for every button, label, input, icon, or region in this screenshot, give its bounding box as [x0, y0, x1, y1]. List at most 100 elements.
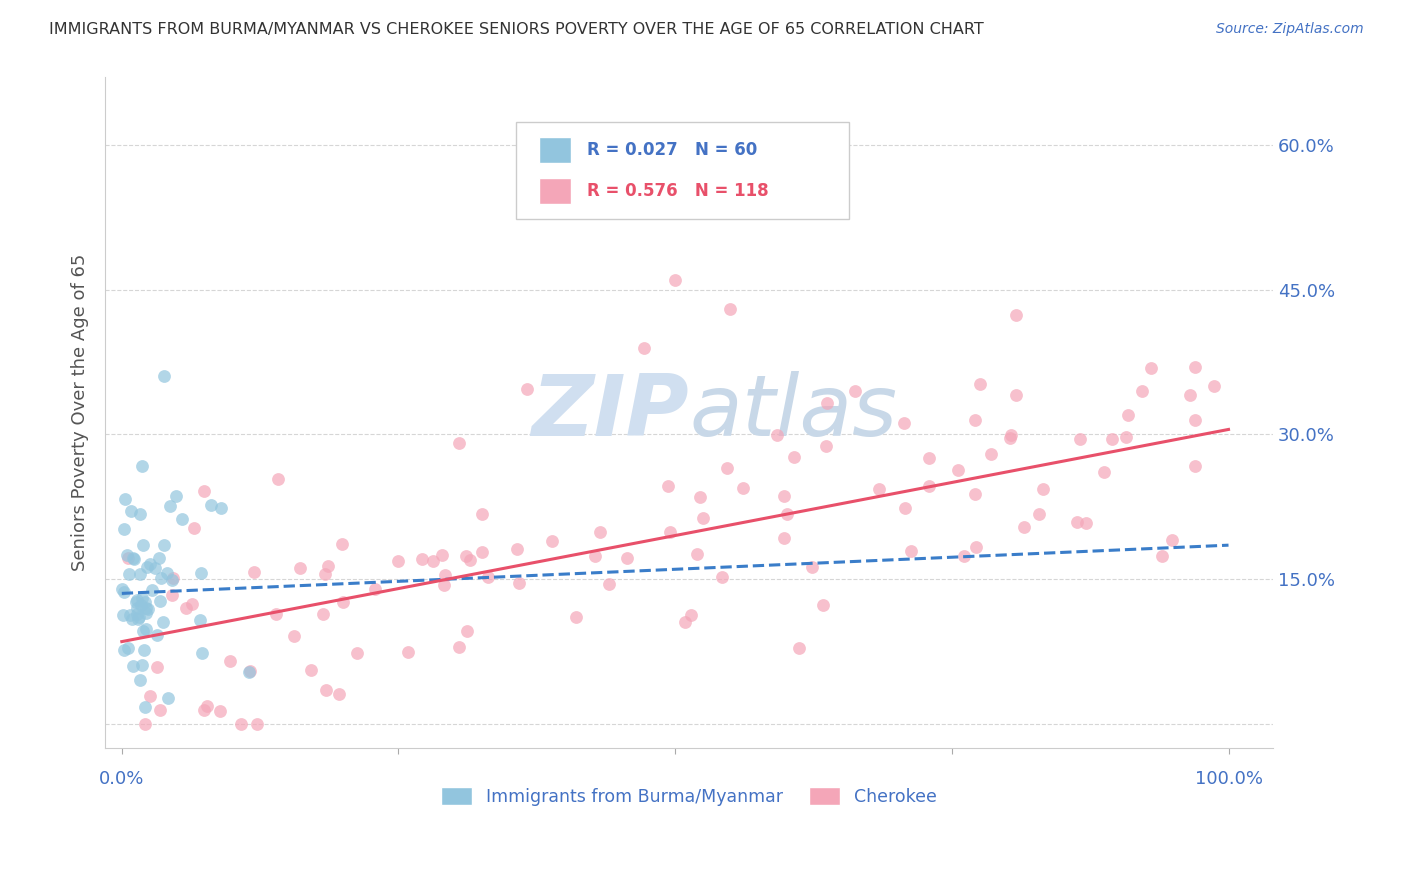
Point — [1115, 430, 1137, 444]
Point — [844, 384, 866, 398]
Point — [238, 665, 260, 680]
Point — [815, 439, 838, 453]
Point — [135, 600, 157, 615]
Point — [364, 582, 387, 596]
Point — [965, 412, 987, 426]
Point — [772, 489, 794, 503]
Point — [290, 560, 312, 574]
Point — [193, 484, 215, 499]
Point — [1184, 458, 1206, 473]
Point — [314, 567, 336, 582]
Point — [434, 568, 457, 582]
Point — [447, 436, 470, 450]
Point — [471, 507, 494, 521]
Point — [141, 582, 163, 597]
Point — [149, 703, 172, 717]
Point — [1014, 520, 1036, 534]
Point — [458, 552, 481, 566]
Point — [121, 612, 143, 626]
Point — [121, 551, 143, 566]
Point — [657, 479, 679, 493]
Point — [731, 481, 754, 495]
Text: ZIP: ZIP — [531, 371, 689, 454]
Point — [118, 566, 141, 581]
Point — [952, 549, 974, 564]
Point — [153, 369, 176, 384]
Point — [312, 607, 335, 622]
Point — [122, 659, 145, 673]
Point — [1076, 516, 1098, 531]
Point — [134, 643, 156, 657]
Point — [156, 566, 179, 581]
Point — [174, 601, 197, 615]
Point — [124, 551, 146, 566]
Point — [112, 642, 135, 657]
Point — [1000, 427, 1022, 442]
Point — [134, 716, 156, 731]
Text: R = 0.576   N = 118: R = 0.576 N = 118 — [586, 182, 769, 200]
Point — [773, 531, 796, 545]
Point — [692, 511, 714, 525]
Point — [181, 597, 204, 611]
Point — [139, 558, 162, 572]
Point — [422, 554, 444, 568]
Point — [153, 538, 176, 552]
Point — [1184, 359, 1206, 374]
Point — [664, 273, 686, 287]
Point — [315, 682, 337, 697]
Point — [711, 570, 734, 584]
Point — [156, 690, 179, 705]
Point — [131, 591, 153, 605]
Legend: Immigrants from Burma/Myanmar, Cherokee: Immigrants from Burma/Myanmar, Cherokee — [434, 780, 943, 813]
Point — [139, 690, 162, 704]
Point — [219, 654, 242, 668]
Point — [565, 610, 588, 624]
Point — [128, 508, 150, 522]
Point — [183, 521, 205, 535]
Point — [815, 396, 838, 410]
Point — [128, 609, 150, 624]
Point — [1130, 384, 1153, 398]
Point — [918, 479, 941, 493]
Point — [162, 571, 184, 585]
Point — [132, 624, 155, 638]
Point — [208, 704, 231, 718]
Point — [716, 461, 738, 475]
Point — [917, 450, 939, 465]
Point — [131, 458, 153, 473]
Point — [589, 524, 612, 539]
Point — [127, 601, 149, 615]
Point — [783, 450, 806, 464]
Point — [1028, 507, 1050, 521]
Point — [159, 500, 181, 514]
Point — [111, 582, 134, 596]
Point — [264, 607, 287, 621]
Point — [1066, 515, 1088, 529]
Point — [965, 540, 987, 554]
Point — [129, 567, 152, 582]
Point — [963, 487, 986, 501]
Point — [146, 628, 169, 642]
Point — [433, 578, 456, 592]
Point — [129, 673, 152, 688]
Point — [1184, 413, 1206, 427]
Point — [900, 544, 922, 558]
Point — [689, 490, 711, 504]
Point — [332, 595, 354, 609]
Point — [477, 570, 499, 584]
Point — [830, 205, 852, 219]
Point — [118, 607, 141, 622]
Point — [111, 607, 134, 622]
Point — [127, 593, 149, 607]
Point — [231, 716, 253, 731]
Point — [143, 560, 166, 574]
Text: Source: ZipAtlas.com: Source: ZipAtlas.com — [1216, 22, 1364, 37]
Y-axis label: Seniors Poverty Over the Age of 65: Seniors Poverty Over the Age of 65 — [72, 254, 89, 571]
Point — [134, 699, 156, 714]
Point — [1005, 308, 1028, 322]
Point — [165, 489, 187, 503]
Point — [387, 554, 409, 568]
Point — [114, 585, 136, 599]
Point — [200, 498, 222, 512]
Point — [1116, 408, 1139, 422]
